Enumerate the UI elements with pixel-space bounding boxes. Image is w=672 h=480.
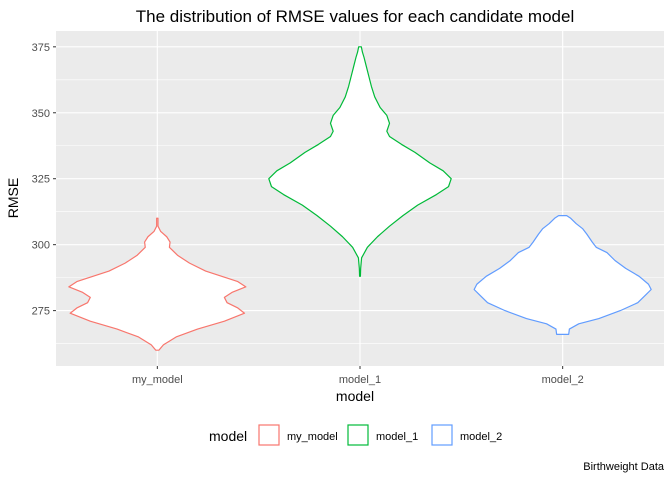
legend-key-model_2 xyxy=(431,424,453,446)
y-tick-label: 275 xyxy=(32,306,50,318)
x-tick-label: model_2 xyxy=(542,374,584,386)
violin-model_2 xyxy=(473,215,652,335)
legend-label-my_model: my_model xyxy=(287,431,338,443)
y-tick-label: 375 xyxy=(32,42,50,54)
x-axis: my_model model_1 model_2 xyxy=(132,366,584,386)
y-tick-label: 350 xyxy=(32,108,50,120)
legend-key-my_model xyxy=(258,424,280,446)
legend-label-model_1: model_1 xyxy=(376,431,418,443)
legend: model my_model model_1 model_2 xyxy=(209,424,502,446)
legend-label-model_2: model_2 xyxy=(460,431,502,443)
caption: Birthweight Data xyxy=(583,461,665,473)
legend-title: model xyxy=(209,428,247,444)
y-axis-title: RMSE xyxy=(5,178,21,218)
y-tick-label: 300 xyxy=(32,240,50,252)
y-tick-label: 325 xyxy=(32,174,50,186)
y-axis: 275 300 325 350 375 xyxy=(32,42,56,318)
x-tick-label: my_model xyxy=(132,374,183,386)
violin-model_1 xyxy=(268,46,452,277)
violins xyxy=(68,46,652,351)
x-axis-title: model xyxy=(336,388,374,404)
x-tick-label: model_1 xyxy=(339,374,381,386)
legend-key-model_1 xyxy=(347,424,369,446)
chart-title: The distribution of RMSE values for each… xyxy=(136,7,574,26)
violin-my_model xyxy=(68,217,247,351)
